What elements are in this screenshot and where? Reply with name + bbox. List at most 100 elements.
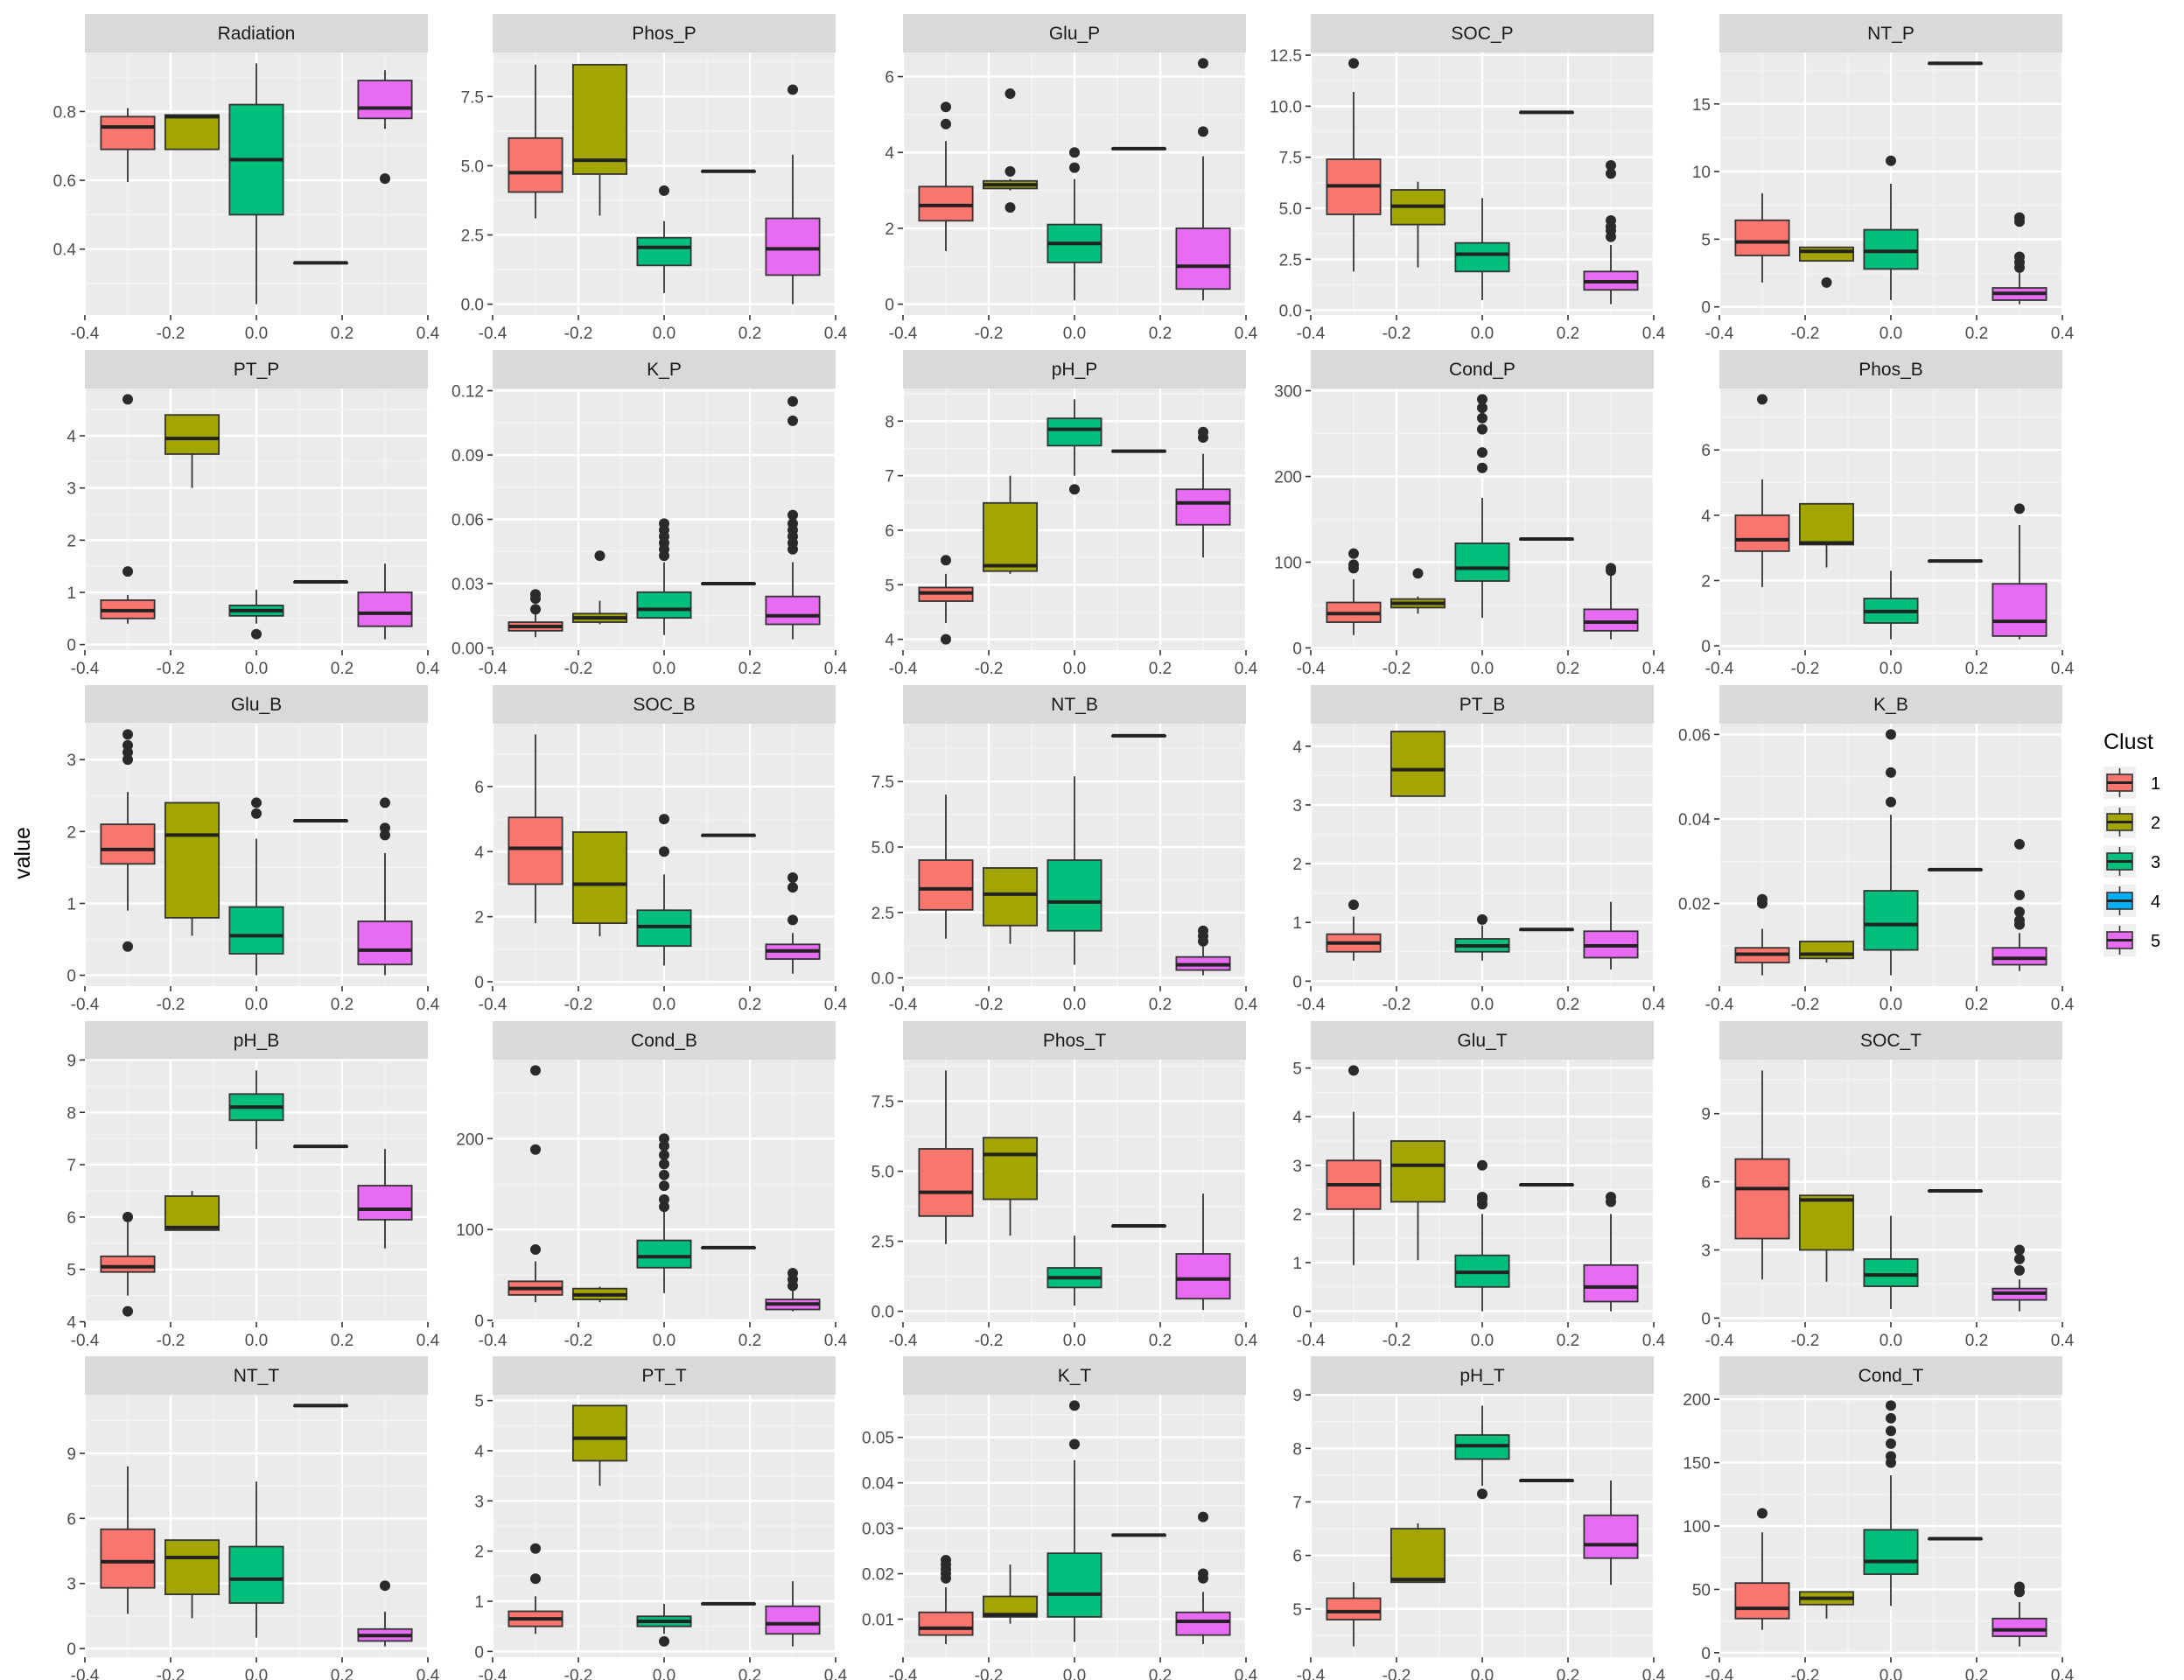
- panel-Radiation: Radiation 0.4 0.6 0.8 -0.4 -0.2 0.0 0.2 0.4: [53, 14, 440, 343]
- outlier-point: [788, 509, 798, 521]
- legend: Clust 1 2 3 4 5: [2104, 730, 2160, 956]
- box-cluster-4: [1927, 1189, 1984, 1193]
- box-cluster-3: [636, 185, 692, 293]
- box-cluster-3: [1046, 1400, 1102, 1642]
- outlier-point: [1348, 548, 1359, 559]
- box-cluster-2: [1390, 568, 1446, 614]
- panel-title: Phos_T: [1043, 1031, 1107, 1051]
- y-tick-label: 0.0: [872, 970, 894, 989]
- box-cluster-3: [228, 1481, 284, 1638]
- box-cluster-2: [1390, 1140, 1446, 1261]
- outlier-point: [788, 872, 798, 884]
- box-iqr: [228, 906, 284, 955]
- x-tick-label: 0.0: [1880, 1332, 1902, 1350]
- box-cluster-4: [1518, 110, 1575, 115]
- outlier-point: [380, 797, 390, 808]
- outlier-point: [1069, 1400, 1080, 1411]
- outlier-point: [1757, 394, 1768, 405]
- x-tick-label: 0.4: [824, 660, 848, 678]
- y-tick-label: 100: [1683, 1518, 1711, 1536]
- y-tick-label: 2.5: [1279, 251, 1302, 270]
- outlier-point: [941, 118, 951, 130]
- box-cluster-5: [1583, 1191, 1639, 1312]
- y-tick-label: 1: [66, 584, 76, 603]
- x-tick-label: 0.0: [1063, 660, 1086, 678]
- y-tick-label: 1: [1292, 1255, 1302, 1273]
- outlier-point: [1477, 1488, 1488, 1500]
- y-tick-label: 4: [474, 1443, 484, 1461]
- box-cluster-2: [982, 88, 1039, 214]
- box-cluster-4: [700, 1601, 757, 1606]
- y-tick-label: 4: [885, 632, 894, 650]
- box-cluster-3: [1046, 147, 1102, 301]
- y-tick-label: 8: [1292, 1440, 1302, 1459]
- outlier-point: [659, 814, 669, 825]
- box-iqr: [1046, 859, 1102, 932]
- strip-header: [85, 1021, 428, 1060]
- panel-title: Cond_B: [631, 1031, 697, 1051]
- strip-header: [1311, 685, 1654, 724]
- box-cluster-5: [1583, 901, 1639, 970]
- x-tick-label: 0.2: [1149, 325, 1172, 343]
- y-tick-label: 3: [66, 1576, 76, 1594]
- box-cluster-3: [1046, 776, 1102, 965]
- panel-Cond_P: Cond_P 0 100 200 300 -0.4 -0.2 0.0 0.2 0.4: [1274, 350, 1666, 678]
- x-tick-label: -0.4: [71, 325, 100, 343]
- y-tick-label: 0: [1292, 640, 1302, 658]
- x-tick-label: 0.4: [1235, 1667, 1258, 1680]
- box-cluster-4: [1518, 537, 1575, 542]
- y-tick-label: 0.6: [53, 172, 76, 191]
- y-tick-label: 0: [1701, 638, 1711, 656]
- box-iqr: [357, 1185, 413, 1221]
- x-tick-label: 0.2: [1149, 660, 1172, 678]
- panel-title: SOC_T: [1860, 1031, 1922, 1051]
- outlier-point: [1477, 1159, 1488, 1171]
- box-iqr: [1175, 228, 1231, 290]
- strip-header: [1311, 14, 1654, 52]
- y-tick-label: 2: [66, 532, 76, 550]
- box-cluster-2: [982, 867, 1039, 944]
- y-tick-label: 0.04: [862, 1475, 894, 1494]
- panel-Phos_P: Phos_P 0.0 2.5 5.0 7.5 -0.4 -0.2 0.0 0.2 0.4: [461, 14, 848, 343]
- box-iqr: [1175, 1253, 1231, 1300]
- box-cluster-4: [1927, 867, 1984, 872]
- panel-Glu_T: Glu_T 0 1 2 3 4 5 -0.4 -0.2 0.0 0.2 0.4: [1292, 1021, 1666, 1350]
- x-tick-label: 0.4: [1235, 996, 1258, 1014]
- y-tick-label: 4: [1292, 1109, 1302, 1127]
- x-tick-label: 0.2: [738, 325, 761, 343]
- x-tick-label: 0.2: [1149, 1332, 1172, 1350]
- legend-title: Clust: [2104, 730, 2153, 754]
- x-tick-label: -0.2: [157, 660, 186, 678]
- box-cluster-3: [1454, 1405, 1510, 1500]
- outlier-point: [122, 754, 133, 766]
- y-tick-label: 10.0: [1270, 98, 1302, 116]
- y-tick-label: 0.0: [872, 1304, 894, 1322]
- box-iqr: [1734, 219, 1790, 256]
- box-cluster-1: [1326, 1582, 1382, 1647]
- x-tick-label: 0.2: [331, 325, 354, 343]
- x-tick-label: -0.4: [1705, 1332, 1734, 1350]
- y-tick-label: 3: [474, 1493, 484, 1511]
- box-cluster-5: [1175, 1194, 1231, 1311]
- box-cluster-3: [1454, 394, 1510, 619]
- box-iqr: [1046, 417, 1102, 447]
- x-tick-label: 0.2: [738, 660, 761, 678]
- outlier-point: [1477, 402, 1488, 414]
- box-cluster-1: [508, 589, 564, 638]
- box-cluster-4: [1110, 733, 1167, 738]
- y-tick-label: 2.5: [872, 1234, 894, 1252]
- outlier-point: [659, 1149, 669, 1160]
- box-iqr: [1583, 1514, 1639, 1559]
- y-tick-label: 6: [474, 779, 484, 797]
- x-tick-label: -0.4: [1297, 325, 1326, 343]
- box-cluster-2: [1390, 731, 1446, 797]
- x-tick-label: -0.4: [71, 1332, 100, 1350]
- box-cluster-3: [1454, 914, 1510, 961]
- outlier-point: [659, 1201, 669, 1213]
- y-tick-label: 2: [885, 220, 894, 239]
- x-tick-label: 0.0: [245, 325, 268, 343]
- panel-NT_P: NT_P 0 5 10 15 -0.4 -0.2 0.0 0.2 0.4: [1692, 14, 2075, 343]
- strip-header: [903, 685, 1246, 724]
- x-tick-label: 0.0: [1880, 1667, 1902, 1680]
- outlier-point: [659, 185, 669, 196]
